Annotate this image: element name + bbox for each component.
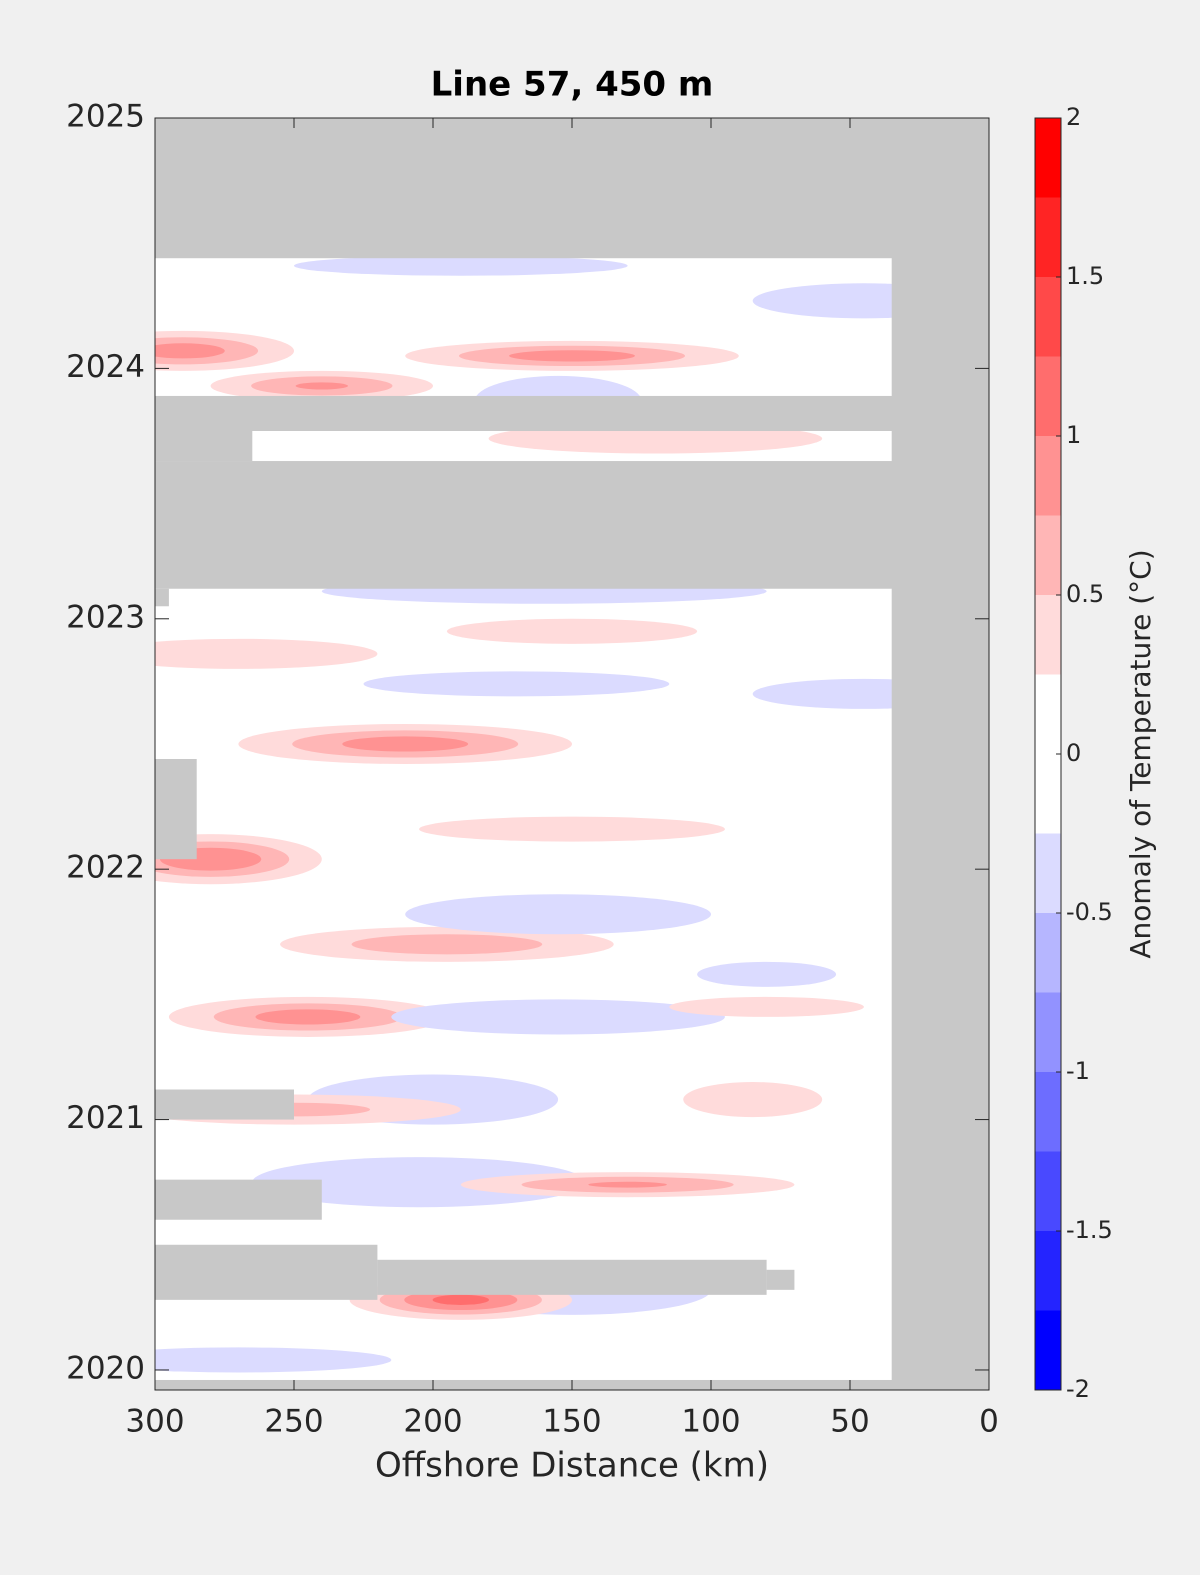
colorbar-tick-label: 2 [1066, 103, 1081, 131]
contour-level [155, 343, 225, 359]
colorbar-band [1035, 992, 1061, 1072]
colorbar-band [1035, 674, 1061, 754]
contour-level [351, 934, 543, 955]
colorbar-tick-label: -0.5 [1066, 898, 1113, 926]
chart-title: Line 57, 450 m [431, 65, 714, 105]
y-tick-label: 2022 [66, 850, 145, 886]
y-tick-label: 2021 [66, 1100, 145, 1136]
x-tick-label: 150 [542, 1404, 601, 1440]
no-data-mask [155, 588, 169, 607]
contour-level [683, 1082, 823, 1118]
colorbar-band [1035, 118, 1061, 198]
no-data-mask [377, 1259, 767, 1295]
contour-level [697, 961, 837, 987]
colorbar-band [1035, 277, 1061, 357]
colorbar-band [1035, 1151, 1061, 1231]
contour-level [419, 816, 725, 842]
no-data-mask [155, 1089, 294, 1120]
contour-level [588, 1181, 667, 1188]
colorbar-band [1035, 833, 1061, 913]
colorbar-band [1035, 515, 1061, 595]
contour-level [295, 382, 348, 390]
colorbar-tick-label: -1 [1066, 1057, 1090, 1085]
colorbar-band [1035, 1231, 1061, 1311]
contour-level [446, 618, 698, 644]
colorbar-tick-label: 0 [1066, 739, 1081, 767]
colorbar-band [1035, 436, 1061, 516]
x-tick-label: 300 [125, 1404, 184, 1440]
colorbar-tick-label: -2 [1066, 1375, 1090, 1403]
contour-level [669, 996, 864, 1017]
x-tick-label: 250 [264, 1404, 323, 1440]
contour-level [405, 894, 711, 935]
x-axis-label: Offshore Distance (km) [375, 1446, 769, 1486]
contour-level [294, 255, 628, 276]
contour-level [252, 1157, 586, 1208]
y-tick-label: 2020 [66, 1350, 145, 1386]
contour-level [155, 638, 378, 669]
y-tick-label: 2025 [66, 99, 145, 135]
contour-level [155, 1347, 392, 1373]
colorbar-band [1035, 1310, 1061, 1390]
colorbar-tick-label: 1.5 [1066, 262, 1104, 290]
contour-level [391, 999, 725, 1035]
no-data-mask [155, 1179, 322, 1220]
x-tick-label: 0 [979, 1404, 999, 1440]
no-data-mask [155, 461, 989, 589]
contour-level [255, 1009, 361, 1025]
no-data-mask [155, 118, 989, 259]
x-tick-label: 50 [830, 1404, 869, 1440]
x-tick-label: 200 [403, 1404, 462, 1440]
colorbar-label: Anomaly of Temperature (°C) [1124, 549, 1157, 958]
no-data-mask [155, 1244, 378, 1300]
no-data-mask [155, 759, 197, 860]
colorbar-band [1035, 913, 1061, 993]
no-data-mask [155, 430, 253, 462]
contour-level [432, 1294, 490, 1305]
y-tick-label: 2024 [66, 349, 145, 385]
colorbar-band [1035, 197, 1061, 277]
no-data-mask [766, 1269, 795, 1290]
contour-field [155, 118, 989, 1390]
colorbar-band [1035, 595, 1061, 675]
no-data-mask [891, 118, 989, 1390]
colorbar-tick-label: 1 [1066, 421, 1081, 449]
colorbar-band [1035, 1072, 1061, 1152]
colorbar-band [1035, 356, 1061, 436]
colorbar-tick-label: -1.5 [1066, 1216, 1113, 1244]
contour-level [363, 671, 670, 697]
contour-level [342, 736, 469, 752]
no-data-mask [155, 395, 989, 431]
colorbar-tick-label: 0.5 [1066, 580, 1104, 608]
contour-level [509, 350, 635, 362]
x-tick-label: 100 [681, 1404, 740, 1440]
y-tick-label: 2023 [66, 599, 145, 635]
colorbar-band [1035, 754, 1061, 834]
